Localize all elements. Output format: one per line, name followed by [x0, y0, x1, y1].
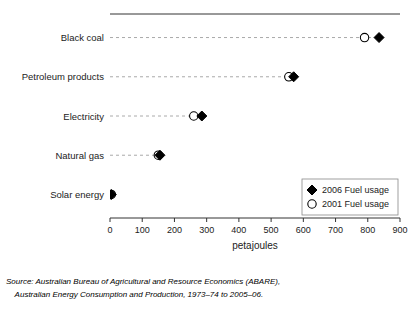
source-note: Australian Energy Consumption and Produc…: [6, 290, 263, 299]
y-tick-label: Black coal: [61, 32, 104, 43]
x-tick: [400, 218, 401, 222]
x-tick-label: 400: [231, 225, 246, 235]
x-tick-label: 0: [107, 225, 112, 235]
chart: 0 100 200 300 400 500 600 700 800 900 petajoules So…: [0, 0, 416, 321]
x-axis-label: petajoules: [232, 240, 278, 251]
x-tick: [174, 218, 175, 222]
x-tick-label: 800: [360, 225, 375, 235]
legend-marker: [307, 185, 317, 195]
x-tick-label: 500: [264, 225, 279, 235]
data-point: [197, 111, 207, 121]
data-point: [289, 72, 299, 82]
x-tick-label: 900: [392, 225, 407, 235]
x-tick-label: 600: [296, 225, 311, 235]
x-tick: [271, 218, 272, 222]
x-tick: [335, 218, 336, 222]
y-tick-label: Solar energy: [50, 189, 104, 200]
x-tick: [110, 218, 111, 222]
guide-line: [110, 76, 294, 77]
y-tick-label: Petroleum products: [22, 71, 105, 82]
y-tick-label: Electricity: [63, 111, 104, 122]
x-tick: [206, 218, 207, 222]
x-tick: [238, 218, 239, 222]
top-axis-line: [110, 14, 400, 15]
data-point: [110, 189, 116, 199]
data-point: [374, 33, 384, 43]
x-tick-label: 200: [167, 225, 182, 235]
x-tick: [303, 218, 304, 222]
legend: 2006 Fuel usage 2001 Fuel usage: [302, 179, 398, 215]
x-tick: [142, 218, 143, 222]
data-point: [110, 190, 115, 198]
x-tick: [367, 218, 368, 222]
x-tick-label: 100: [135, 225, 150, 235]
y-tick-label: Natural gas: [55, 150, 104, 161]
legend-frame: [302, 179, 398, 215]
x-axis-line: [110, 218, 400, 219]
x-tick-label: 300: [199, 225, 214, 235]
data-point: [360, 33, 368, 41]
legend-label: 2001 Fuel usage: [322, 199, 389, 209]
guide-line: [110, 37, 379, 38]
guide-line: [110, 116, 202, 117]
guide-line: [110, 155, 160, 156]
legend-marker: [308, 200, 316, 208]
source-note: Source: Australian Bureau of Agricultura…: [6, 277, 280, 286]
data-point: [155, 150, 165, 160]
plot-area: [110, 33, 384, 200]
x-tick-label: 700: [328, 225, 343, 235]
legend-label: 2006 Fuel usage: [322, 185, 389, 195]
